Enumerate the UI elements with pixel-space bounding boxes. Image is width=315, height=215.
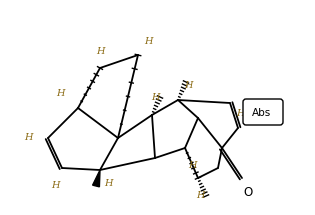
- Text: H: H: [188, 161, 196, 169]
- Text: Abs: Abs: [252, 108, 272, 118]
- Text: H: H: [104, 178, 112, 187]
- Text: H: H: [184, 80, 192, 89]
- Text: O: O: [243, 186, 253, 198]
- Polygon shape: [93, 170, 100, 187]
- Text: H: H: [56, 89, 64, 97]
- Text: H: H: [196, 190, 204, 200]
- FancyBboxPatch shape: [243, 99, 283, 125]
- Text: H: H: [51, 181, 59, 189]
- Text: H: H: [96, 48, 104, 57]
- Text: H: H: [236, 109, 244, 118]
- Text: H: H: [144, 37, 152, 46]
- Text: H: H: [24, 134, 32, 143]
- Text: H: H: [151, 94, 159, 103]
